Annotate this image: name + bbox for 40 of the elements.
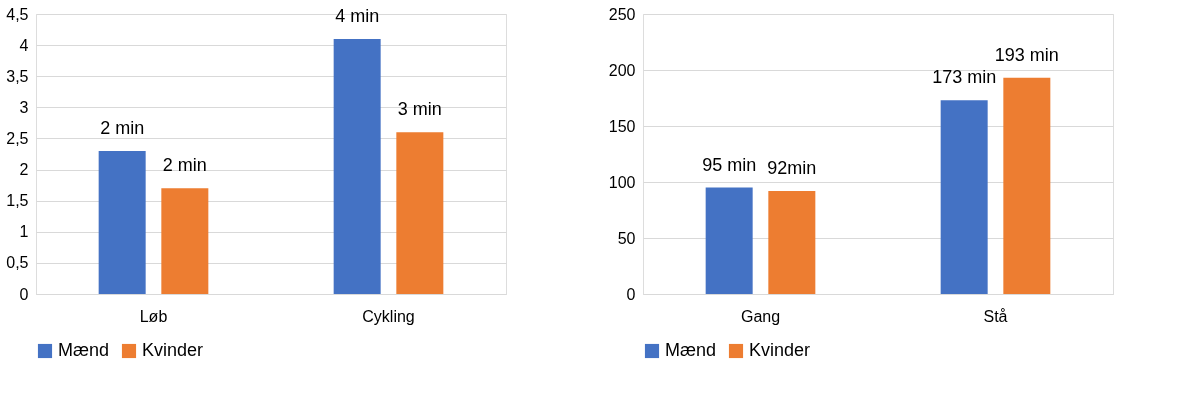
- bar: [940, 100, 988, 294]
- y-tick-label: 50: [617, 229, 636, 247]
- bar: [161, 188, 209, 294]
- y-tick-label: 0: [626, 285, 636, 303]
- data-label: 95 min: [702, 154, 757, 175]
- legend-label: Kvinder: [749, 340, 811, 360]
- y-tick-label: 2,5: [6, 129, 29, 147]
- legend-label: Mænd: [58, 340, 110, 360]
- y-tick-label: 3: [19, 98, 29, 116]
- y-tick-label: 1,5: [6, 192, 29, 210]
- y-tick-label: 2: [19, 161, 29, 179]
- data-label: 193 min: [994, 44, 1059, 65]
- x-tick-label: Løb: [139, 307, 168, 325]
- data-label: 3 min: [397, 99, 442, 120]
- x-tick-label: Gang: [740, 307, 781, 325]
- bar: [333, 38, 381, 294]
- data-label: 2 min: [162, 155, 207, 176]
- y-tick-label: 4: [19, 36, 29, 54]
- y-tick-label: 0: [19, 285, 29, 303]
- bar: [768, 190, 816, 294]
- data-label: 2 min: [100, 117, 145, 138]
- y-tick-label: 4,5: [6, 5, 29, 23]
- y-tick-label: 1: [19, 223, 29, 241]
- y-tick-label: 3,5: [6, 67, 29, 85]
- bar: [705, 187, 753, 294]
- y-tick-label: 250: [608, 5, 636, 23]
- bar: [396, 132, 444, 294]
- legend-label: Kvinder: [142, 340, 204, 360]
- bar: [1003, 77, 1051, 294]
- legend-label: Mænd: [665, 340, 717, 360]
- y-tick-label: 0,5: [6, 254, 29, 272]
- bar: [98, 150, 146, 294]
- y-tick-label: 150: [608, 117, 636, 135]
- y-tick-label: 100: [608, 173, 636, 191]
- x-tick-label: Stå: [983, 307, 1008, 325]
- y-tick-label: 200: [608, 61, 636, 79]
- data-label: 92min: [767, 157, 817, 178]
- data-label: 4 min: [335, 5, 380, 26]
- data-label: 173 min: [932, 67, 997, 88]
- x-tick-label: Cykling: [362, 307, 415, 325]
